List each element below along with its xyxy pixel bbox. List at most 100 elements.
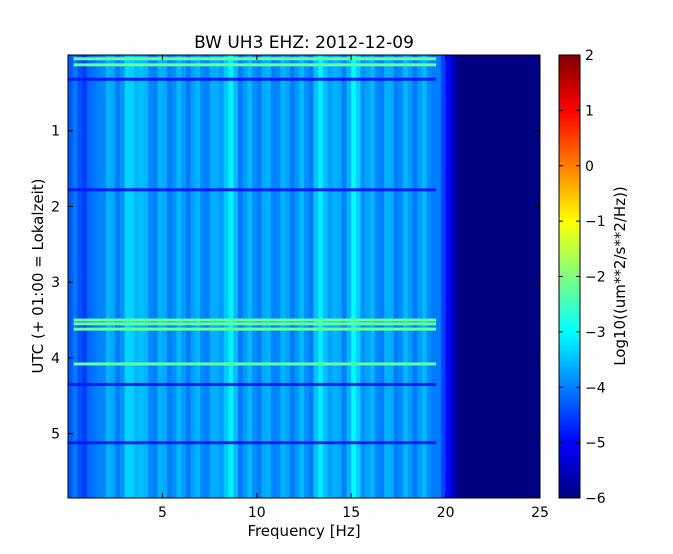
heatmap-column	[502, 55, 508, 498]
colorbar-tick-label: −4	[585, 380, 606, 396]
chart-title: BW UH3 EHZ: 2012-12-09	[194, 33, 414, 53]
heatmap-column	[360, 55, 366, 498]
heatmap-column	[162, 55, 168, 498]
quiet-streak	[68, 382, 437, 386]
colorbar-label: Log10((um**2/s**2/Hz))	[611, 186, 629, 366]
colorbar-ticks: 2 1 0 −1 −2 −3 −4 −5 −6	[559, 48, 606, 507]
heatmap-column	[252, 55, 258, 498]
heatmap-column	[403, 55, 409, 498]
x-tick-label: 10	[248, 505, 266, 521]
heatmap-column	[167, 55, 173, 498]
heatmap-column	[233, 55, 239, 498]
event-streak	[73, 57, 437, 61]
heatmap-column	[393, 55, 399, 498]
x-tick-label: 5	[158, 505, 167, 521]
heatmap-column	[469, 55, 475, 498]
heatmap-column	[506, 55, 513, 498]
heatmap-column	[464, 55, 470, 498]
heatmap-column	[318, 55, 324, 498]
y-tick-label: 2	[51, 199, 60, 215]
colorbar-tick-label: 1	[585, 103, 594, 119]
heatmap-column	[351, 55, 357, 498]
heatmap-column	[341, 55, 348, 498]
heatmap-column	[370, 55, 376, 498]
heatmap-column	[242, 55, 248, 498]
heatmap-column	[72, 55, 79, 498]
heatmap-column	[436, 55, 442, 498]
event-streak	[73, 63, 437, 67]
heatmap-column	[412, 55, 418, 498]
heatmap-column	[332, 55, 338, 498]
y-tick-label: 3	[51, 275, 60, 291]
heatmap-column	[143, 55, 149, 498]
y-tick-label: 5	[51, 427, 60, 443]
heatmap-column	[473, 55, 480, 498]
x-tick-label: 20	[437, 505, 455, 521]
heatmap-column	[261, 55, 267, 498]
heatmap-column	[492, 55, 499, 498]
heatmap-column	[285, 55, 291, 498]
x-axis-ticks: 5 10 15 20 25	[158, 55, 549, 521]
heatmap-column	[119, 55, 126, 498]
event-streak	[73, 318, 437, 322]
heatmap-column	[511, 55, 517, 498]
x-axis-label: Frequency [Hz]	[247, 522, 360, 540]
heatmap-column	[525, 55, 532, 498]
heatmap-column	[195, 55, 201, 498]
heatmap-column	[96, 55, 102, 498]
heatmap-column	[280, 55, 286, 498]
heatmap-column	[313, 55, 319, 498]
heatmap-column	[322, 55, 329, 498]
heatmap-column	[223, 55, 230, 498]
heatmap-column	[521, 55, 527, 498]
heatmap-column	[384, 55, 390, 498]
colorbar-tick-label: −6	[585, 491, 606, 507]
heatmap-column	[459, 55, 466, 498]
heatmap-column	[219, 55, 225, 498]
heatmap-column	[157, 55, 163, 498]
event-streak	[73, 322, 437, 326]
heatmap-column	[304, 55, 310, 498]
heatmap-column	[200, 55, 206, 498]
heatmap-column	[247, 55, 253, 498]
heatmap-column	[422, 55, 428, 498]
heatmap-column	[374, 55, 381, 498]
heatmap-column	[516, 55, 522, 498]
colorbar-tick-label: 2	[585, 48, 594, 64]
heatmap-column	[426, 55, 433, 498]
y-axis-label: UTC (+ 01:00 = Lokalzeit)	[29, 178, 47, 373]
heatmap-column	[204, 55, 211, 498]
heatmap-column	[138, 55, 145, 498]
heatmap-column	[134, 55, 140, 498]
heatmap-column	[450, 55, 456, 498]
heatmap-column	[105, 55, 112, 498]
colorbar-tick-label: −1	[585, 214, 606, 230]
heatmap-column	[445, 55, 451, 498]
heatmap-column	[407, 55, 414, 498]
heatmap-column	[101, 55, 107, 498]
heatmap-column	[294, 55, 300, 498]
heatmap-column	[327, 55, 333, 498]
heatmap-column	[124, 55, 130, 498]
heatmap-column	[497, 55, 503, 498]
heatmap-column	[488, 55, 494, 498]
quiet-streak	[68, 77, 437, 81]
heatmap-column	[190, 55, 197, 498]
x-tick-label: 15	[342, 505, 360, 521]
x-tick-label: 25	[531, 505, 549, 521]
heatmap-column	[417, 55, 423, 498]
y-tick-label: 1	[51, 124, 60, 140]
colorbar-tick-label: −5	[585, 436, 606, 452]
heatmap-column	[77, 55, 83, 498]
heatmap-column	[455, 55, 461, 498]
heatmap-column	[129, 55, 135, 498]
heatmap-column	[299, 55, 305, 498]
heatmap-column	[186, 55, 192, 498]
colorbar-tick-label: −3	[585, 325, 606, 341]
event-streak	[73, 362, 437, 366]
plot-frame	[67, 54, 541, 499]
heatmap-column	[388, 55, 395, 498]
heatmap-column	[237, 55, 244, 498]
heatmap-column	[209, 55, 215, 498]
